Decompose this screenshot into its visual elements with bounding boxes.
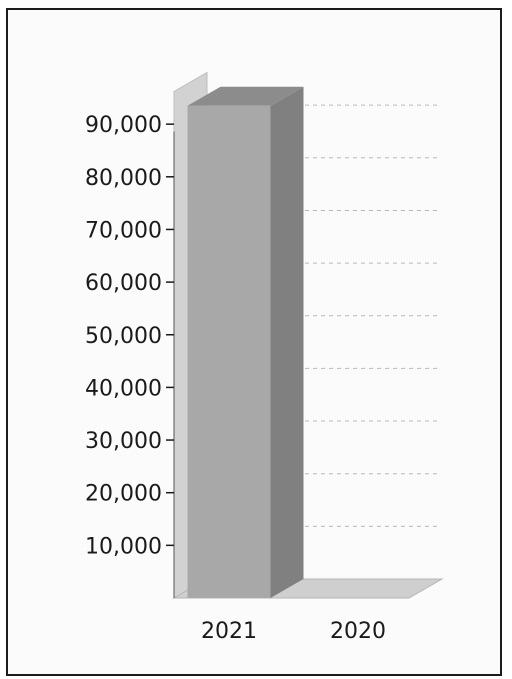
category-label: 2021 bbox=[201, 619, 257, 644]
bar bbox=[187, 105, 271, 598]
y-tick-label: 10,000 bbox=[85, 534, 162, 559]
y-tick-label: 80,000 bbox=[85, 166, 162, 191]
category-label: 2020 bbox=[330, 619, 386, 644]
bar-side bbox=[270, 86, 304, 598]
y-tick-label: 90,000 bbox=[85, 113, 162, 138]
y-tick-label: 40,000 bbox=[85, 376, 162, 401]
y-tick-label: 60,000 bbox=[85, 271, 162, 296]
y-tick-label: 50,000 bbox=[85, 324, 162, 349]
bar-top bbox=[187, 86, 304, 106]
y-tick-label: 70,000 bbox=[85, 218, 162, 243]
y-tick-label: 30,000 bbox=[85, 429, 162, 454]
y-tick-label: 20,000 bbox=[85, 482, 162, 507]
